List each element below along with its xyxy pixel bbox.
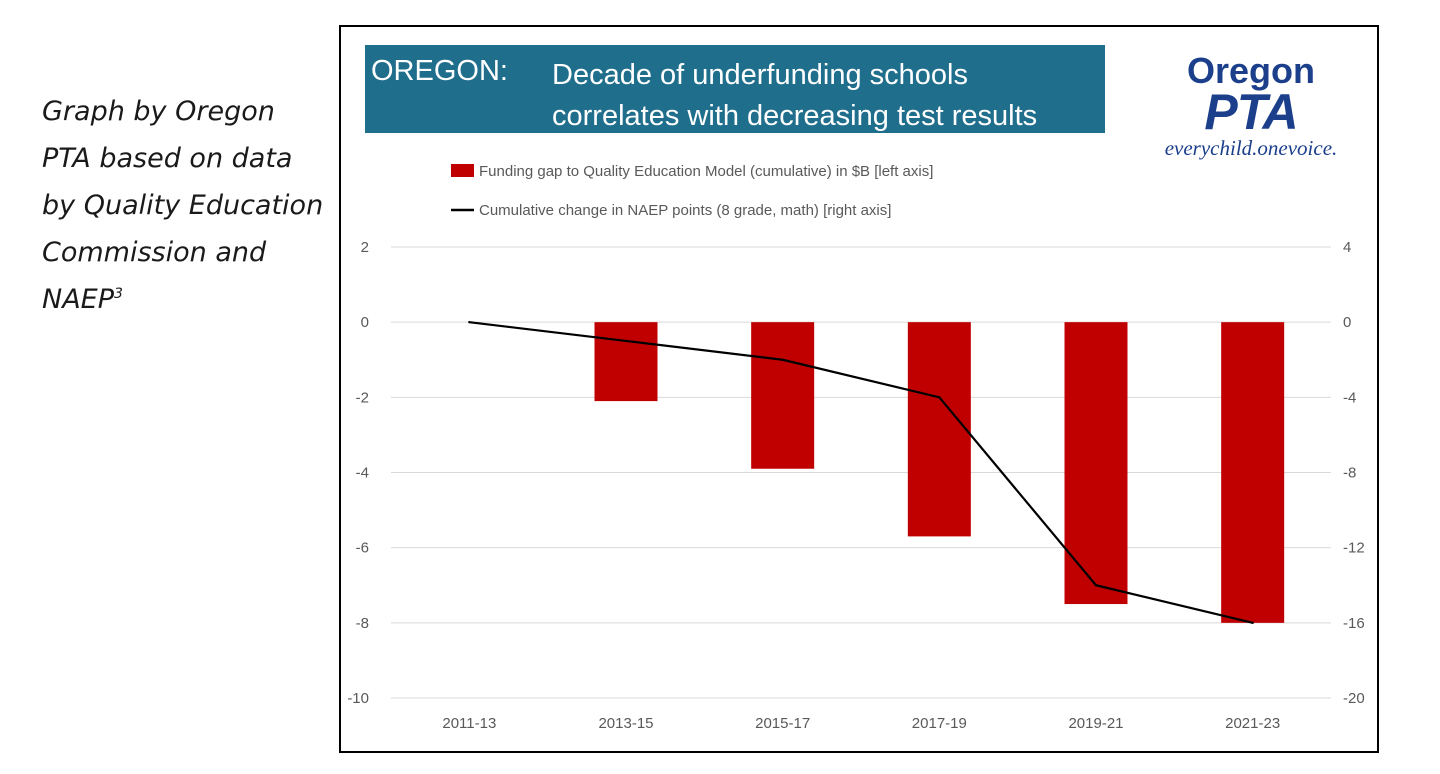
legend-label-bar: Funding gap to Quality Education Model (… [479,163,933,180]
right-tick-label: -12 [1343,540,1365,557]
right-tick-label: 4 [1343,239,1351,256]
banner-headline: Decade of underfunding schools correlate… [552,55,1037,137]
combo-chart: 20-2-4-6-8-10 40-4-8-12-16-20 2011-13 201… [347,163,1365,732]
right-tick-label: -20 [1343,690,1365,707]
bar [1064,322,1128,605]
right-tick-label: -8 [1343,465,1356,482]
x-tick-label: 2021-23 [1225,715,1280,732]
left-tick-label: -6 [356,540,369,557]
right-tick-label: -4 [1343,389,1356,406]
left-tick-label: -8 [356,615,369,632]
chart-frame: OREGON: Decade of underfunding schools c… [339,25,1379,753]
legend-label-line: Cumulative change in NAEP points (8 grad… [479,202,891,219]
x-tick-label: 2017-19 [912,715,967,732]
x-tick-label: 2015-17 [755,715,810,732]
bar-series [594,322,1285,623]
right-tick-label: 0 [1343,314,1351,331]
bar [594,322,658,402]
logo-oregon-text: Oregon [1186,50,1315,91]
x-tick-label: 2011-13 [442,715,496,732]
headline-line-2: correlates with decreasing test results [552,100,1038,132]
x-tick-label: 2019-21 [1068,715,1123,732]
figure-caption: Graph by Oregon PTA based on data by Qua… [42,88,332,323]
series-line [469,321,1253,624]
left-axis: 2 0 -2 -4 -6 -8 -10 [347,239,369,707]
caption-line: NAEP3 [42,276,332,323]
left-tick-label: -2 [356,389,369,406]
left-tick-label: -10 [347,690,369,707]
line-point [938,396,941,399]
caption-footnote-marker: 3 [114,286,123,302]
line-point [624,339,628,343]
caption-source: NAEP [42,284,115,315]
logo-tagline: everychild.onevoice. [1164,136,1338,160]
headline-line-1: Decade of underfunding schools [552,59,968,91]
caption-line: by Quality Education [42,190,324,221]
caption-line: Graph by Oregon [42,96,275,127]
x-axis: 2011-13 2013-15 2015-17 2017-19 2019-21 2021-… [442,715,1280,732]
bar [1221,322,1285,623]
line-series [468,320,1254,625]
left-tick-label: 0 [361,314,369,331]
caption-line: PTA based on data [42,143,293,174]
logo-pta-text: PTA [1204,84,1298,140]
line-point [1094,584,1098,587]
left-tick-label: 2 [361,239,369,256]
line-point [468,320,471,324]
right-axis: 4 0 -4 -8 -12 -16 -20 [1343,239,1365,707]
left-tick-label: -4 [356,465,369,482]
bar [907,322,971,537]
bar [751,322,815,469]
gridlines [391,246,1331,699]
oregon-pta-logo: Oregon PTA everychild.onevoice. [1126,53,1376,161]
legend-swatch-bar [451,164,474,177]
title-banner: OREGON: Decade of underfunding schools c… [365,45,1105,133]
line-point [1251,621,1254,625]
right-tick-label: -16 [1343,615,1365,632]
banner-state: OREGON: [371,55,508,87]
legend: Funding gap to Quality Education Model (… [451,163,933,219]
x-tick-label: 2013-15 [598,715,653,732]
caption-line: Commission and [42,237,267,268]
line-point [781,358,784,361]
